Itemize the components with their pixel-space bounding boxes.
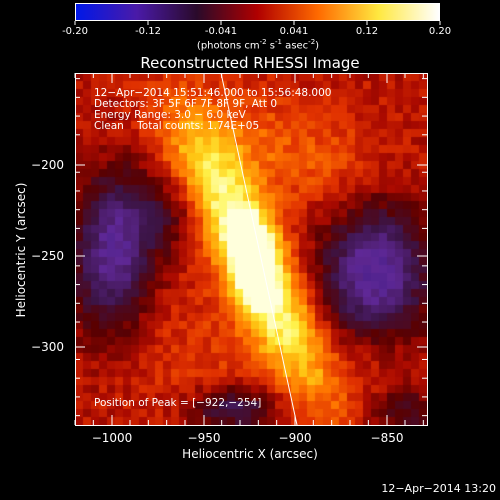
- colorbar-tick-label: 0.20: [428, 26, 452, 37]
- colorbar-tick-label: -0.041: [204, 26, 238, 37]
- peak-position-text: Position of Peak = [−922,−254]: [94, 397, 262, 409]
- x-axis-label: Heliocentric X (arcsec): [182, 447, 318, 461]
- colorbar-tick-label: 0.041: [279, 26, 309, 37]
- time-range-text: 12−Apr−2014 15:51:46.000 to 15:56:48.000: [94, 87, 332, 99]
- x-tick-label: −950: [187, 431, 221, 445]
- colorbar-tick-label: -0.20: [62, 26, 88, 37]
- total-counts-text: Clean Total counts: 1.74E+05: [94, 120, 260, 132]
- colorbar-tick-label: -0.12: [135, 26, 161, 37]
- colorbar-gradient: [76, 4, 439, 20]
- detectors-text: Detectors: 3F 5F 6F 7F 8F 9F, Att 0: [94, 98, 278, 110]
- y-tick-label: −250: [31, 249, 64, 263]
- footer-timestamp: 12−Apr−2014 13:20: [381, 482, 496, 495]
- plot-title: Reconstructed RHESSI Image: [140, 54, 360, 72]
- y-tick-label: −200: [31, 158, 64, 172]
- x-tick-label: −1000: [91, 431, 133, 445]
- x-tick-label: −850: [370, 431, 404, 445]
- colorbar-units: (photons cm-2 s-1 asec-2): [196, 38, 320, 52]
- x-tick-label: −900: [278, 431, 312, 445]
- colorbar: [75, 3, 440, 21]
- energy-range-text: Energy Range: 3.0 − 6.0 keV: [94, 109, 246, 121]
- colorbar-tick-label: 0.12: [355, 26, 379, 37]
- y-axis-label: Heliocentric Y (arcsec): [14, 182, 28, 318]
- y-tick-label: −300: [31, 340, 64, 354]
